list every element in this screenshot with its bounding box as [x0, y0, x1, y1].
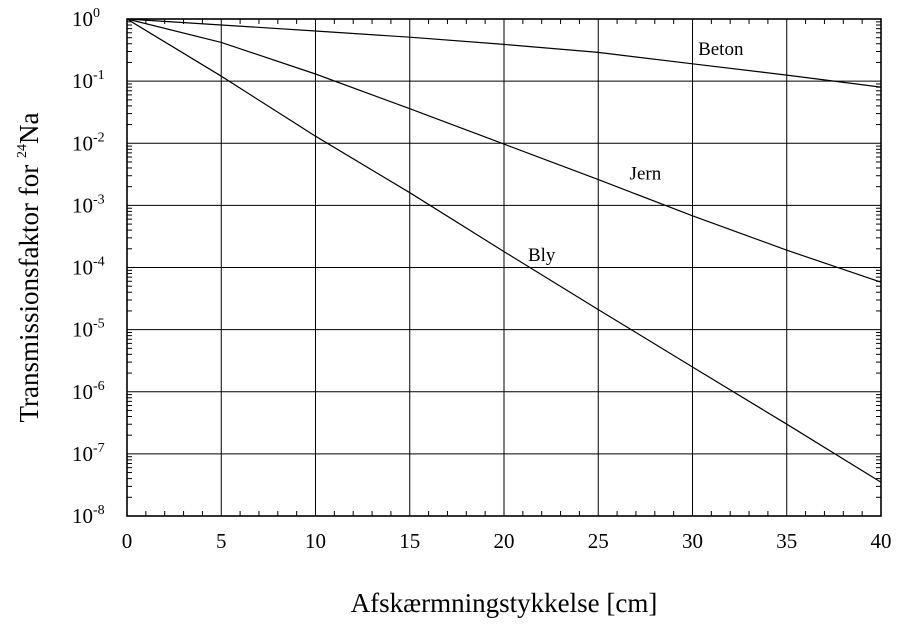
y-axis-title-superscript: 24 [15, 144, 30, 158]
y-tick-label: 10-6 [72, 379, 105, 404]
y-tick-label: 10-4 [72, 255, 105, 280]
x-tick-label: 0 [122, 529, 133, 553]
y-tick-base: 10 [72, 318, 93, 342]
x-tick-label: 35 [776, 529, 797, 553]
y-tick-base: 10 [72, 131, 93, 155]
y-tick-label: 10-1 [72, 68, 105, 93]
series-lines [126, 18, 882, 483]
series-text-labels: Beton Jern Bly [528, 39, 744, 266]
x-tick-label: 25 [588, 529, 609, 553]
x-tick-label: 20 [494, 529, 515, 553]
y-tick-exponent: -7 [93, 441, 105, 456]
y-tick-exponent: -1 [93, 68, 105, 83]
x-tick-label: 40 [871, 529, 892, 553]
y-tick-base: 10 [72, 193, 93, 217]
series-label-beton: Beton [698, 39, 744, 60]
y-axis-title: Transmissionsfaktor for 24Na [14, 112, 44, 422]
x-tick-label: 5 [216, 529, 227, 553]
y-tick-exponent: 0 [93, 6, 100, 21]
series-label-bly: Bly [528, 245, 556, 266]
series-label-jern: Jern [630, 164, 662, 185]
y-tick-label: 100 [72, 6, 100, 31]
y-axis-title-suffix: Na [14, 112, 44, 143]
y-tick-label: 10-3 [72, 192, 105, 217]
y-tick-base: 10 [72, 256, 93, 280]
x-axis-title: Afskærmningstykkelse [cm] [351, 588, 658, 618]
y-tick-exponent: -4 [93, 255, 105, 270]
y-tick-base: 10 [72, 380, 93, 404]
y-tick-base: 10 [72, 69, 93, 93]
y-tick-label: 10-7 [72, 441, 105, 466]
y-tick-label: 10-5 [72, 317, 105, 342]
plot-frame [126, 18, 882, 517]
y-tick-base: 10 [72, 442, 93, 466]
y-tick-label: 10-8 [72, 503, 105, 528]
series-line-jern [126, 18, 882, 283]
x-tick-label: 10 [305, 529, 326, 553]
y-tick-exponent: -2 [93, 130, 105, 145]
y-tick-base: 10 [72, 7, 93, 31]
y-tick-exponent: -5 [93, 317, 105, 332]
series-line-bly [126, 18, 882, 483]
x-tick-label: 15 [399, 529, 420, 553]
y-tick-exponent: -8 [93, 503, 105, 518]
y-tick-label: 10-2 [72, 130, 105, 155]
series-line-beton [126, 18, 882, 88]
x-tick-labels: 0 5 10 15 20 25 30 35 40 [122, 529, 892, 553]
x-tick-label: 30 [682, 529, 703, 553]
y-tick-exponent: -3 [93, 192, 105, 207]
grid [127, 19, 881, 516]
y-tick-exponent: -6 [93, 379, 105, 394]
y-axis-title-prefix: Transmissionsfaktor for [14, 158, 44, 423]
y-tick-base: 10 [72, 504, 93, 528]
